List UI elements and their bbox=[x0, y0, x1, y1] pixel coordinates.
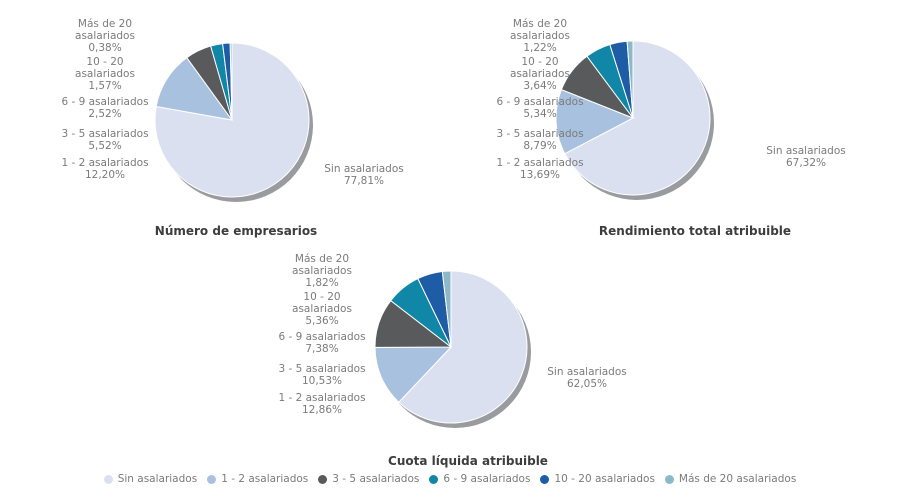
pie-slice-1-2-asalariados bbox=[374, 346, 453, 403]
slice-label-3-5: 3 - 5 asalariados 5,52% bbox=[45, 128, 165, 152]
slice-label-name: Más de 20 asalariados bbox=[292, 253, 352, 277]
slice-label-name: Sin asalariados bbox=[324, 163, 404, 175]
chart-title-rendimiento-total-atribuible: Rendimiento total atribuible bbox=[598, 224, 792, 238]
slice-label-sin-asalariados: Sin asalariados 67,32% bbox=[746, 145, 866, 169]
slice-label-name: 3 - 5 asalariados bbox=[61, 128, 149, 140]
pie-numero-de-empresarios bbox=[154, 42, 313, 202]
pie-cuota-liquida-atribuible bbox=[374, 270, 531, 428]
legend-item-10-20-asalariados: 10 - 20 asalariados bbox=[540, 473, 655, 485]
slice-label-sin-asalariados: Sin asalariados 77,81% bbox=[304, 163, 424, 187]
legend-swatch-icon bbox=[429, 474, 439, 484]
slice-label-percent: 67,32% bbox=[785, 157, 827, 169]
slice-label-10-20: 10 - 20 asalariados 3,64% bbox=[480, 56, 600, 92]
slice-label-percent: 12,86% bbox=[301, 404, 343, 416]
slice-label-3-5: 3 - 5 asalariados 10,53% bbox=[262, 363, 382, 387]
legend-item-mas-de-20-asalariados: Más de 20 asalariados bbox=[664, 473, 797, 485]
legend-item-label: 1 - 2 asalariados bbox=[221, 473, 309, 485]
slice-label-sin-asalariados: Sin asalariados 62,05% bbox=[527, 366, 647, 390]
slice-label-10-20: 10 - 20 asalariados 1,57% bbox=[45, 56, 165, 92]
slice-label-percent: 0,38% bbox=[88, 42, 122, 54]
legend-item-label: 10 - 20 asalariados bbox=[554, 473, 655, 485]
slice-label-percent: 5,36% bbox=[305, 315, 339, 327]
slice-label-1-2: 1 - 2 asalariados 12,86% bbox=[262, 392, 382, 416]
slice-label-percent: 5,34% bbox=[523, 108, 557, 120]
slice-label-3-5: 3 - 5 asalariados 8,79% bbox=[480, 128, 600, 152]
pie-rendimiento-total-atribuible bbox=[555, 40, 714, 200]
slice-label-name: 6 - 9 asalariados bbox=[496, 96, 584, 108]
slice-label-name: Más de 20 asalariados bbox=[75, 18, 135, 42]
legend-item-label: Más de 20 asalariados bbox=[678, 473, 797, 485]
slice-label-name: 6 - 9 asalariados bbox=[278, 331, 366, 343]
slice-label-mas-de-20: Más de 20 asalariados 1,82% bbox=[262, 253, 382, 289]
slice-label-percent: 7,38% bbox=[305, 343, 339, 355]
slice-label-percent: 1,82% bbox=[305, 277, 339, 289]
slice-label-percent: 62,05% bbox=[566, 378, 608, 390]
pie-slice-1-2-asalariados bbox=[155, 56, 234, 121]
legend-item-label: 3 - 5 asalariados bbox=[332, 473, 420, 485]
legend-item-label: 6 - 9 asalariados bbox=[443, 473, 531, 485]
chart-title-numero-de-empresarios: Número de empresarios bbox=[154, 224, 318, 238]
legend-item-label: Sin asalariados bbox=[117, 473, 198, 485]
slice-label-6-9: 6 - 9 asalariados 5,34% bbox=[480, 96, 600, 120]
slice-label-percent: 1,57% bbox=[88, 80, 122, 92]
slice-label-name: Sin asalariados bbox=[547, 366, 627, 378]
pie-slice-m-s-de-20-asalariados bbox=[441, 270, 452, 348]
slice-label-percent: 12,20% bbox=[84, 169, 126, 181]
slice-label-percent: 10,53% bbox=[301, 375, 343, 387]
slice-label-1-2: 1 - 2 asalariados 13,69% bbox=[480, 157, 600, 181]
legend-swatch-icon bbox=[103, 474, 113, 484]
chart-title-cuota-liquida-atribuible: Cuota líquida atribuible bbox=[388, 454, 548, 468]
slice-label-1-2: 1 - 2 asalariados 12,20% bbox=[45, 157, 165, 181]
slice-label-mas-de-20: Más de 20 asalariados 0,38% bbox=[45, 18, 165, 54]
slice-label-name: 1 - 2 asalariados bbox=[496, 157, 584, 169]
slice-label-mas-de-20: Más de 20 asalariados 1,22% bbox=[480, 18, 600, 54]
legend-item-3-5-asalariados: 3 - 5 asalariados bbox=[318, 473, 419, 485]
pie-slice-sin-asalariados bbox=[398, 270, 528, 424]
slice-label-percent: 3,64% bbox=[523, 80, 557, 92]
legend-swatch-icon bbox=[664, 474, 674, 484]
legend-item-6-9-asalariados: 6 - 9 asalariados bbox=[429, 473, 530, 485]
slice-label-10-20: 10 - 20 asalariados 5,36% bbox=[262, 291, 382, 327]
slice-label-6-9: 6 - 9 asalariados 7,38% bbox=[262, 331, 382, 355]
legend-item-sin-asalariados: Sin asalariados bbox=[103, 473, 198, 485]
legend-item-1-2-asalariados: 1 - 2 asalariados bbox=[207, 473, 308, 485]
slice-label-name: 3 - 5 asalariados bbox=[496, 128, 584, 140]
slice-label-name: 10 - 20 asalariados bbox=[510, 56, 570, 80]
legend-swatch-icon bbox=[318, 474, 328, 484]
slice-label-6-9: 6 - 9 asalariados 2,52% bbox=[45, 96, 165, 120]
pie-slice-sin-asalariados bbox=[564, 40, 711, 196]
slice-label-percent: 1,22% bbox=[523, 42, 557, 54]
slice-label-name: 3 - 5 asalariados bbox=[278, 363, 366, 375]
slice-label-percent: 2,52% bbox=[88, 108, 122, 120]
slice-label-name: Sin asalariados bbox=[766, 145, 846, 157]
legend-swatch-icon bbox=[207, 474, 217, 484]
chart-legend: Sin asalariados 1 - 2 asalariados 3 - 5 … bbox=[0, 473, 900, 485]
slice-label-name: 10 - 20 asalariados bbox=[75, 56, 135, 80]
slice-label-name: Más de 20 asalariados bbox=[510, 18, 570, 42]
slice-label-percent: 8,79% bbox=[523, 140, 557, 152]
slice-label-percent: 77,81% bbox=[343, 175, 385, 187]
slice-label-name: 10 - 20 asalariados bbox=[292, 291, 352, 315]
slice-label-name: 6 - 9 asalariados bbox=[61, 96, 149, 108]
slice-label-name: 1 - 2 asalariados bbox=[61, 157, 149, 169]
slice-label-percent: 5,52% bbox=[88, 140, 122, 152]
pie-slice-m-s-de-20-asalariados bbox=[229, 42, 233, 121]
legend-swatch-icon bbox=[540, 474, 550, 484]
slice-label-percent: 13,69% bbox=[519, 169, 561, 181]
pie-slice-m-s-de-20-asalariados bbox=[626, 40, 634, 119]
pie-slice-sin-asalariados bbox=[154, 42, 310, 198]
slice-label-name: 1 - 2 asalariados bbox=[278, 392, 366, 404]
pie-slice-1-2-asalariados bbox=[555, 88, 635, 155]
